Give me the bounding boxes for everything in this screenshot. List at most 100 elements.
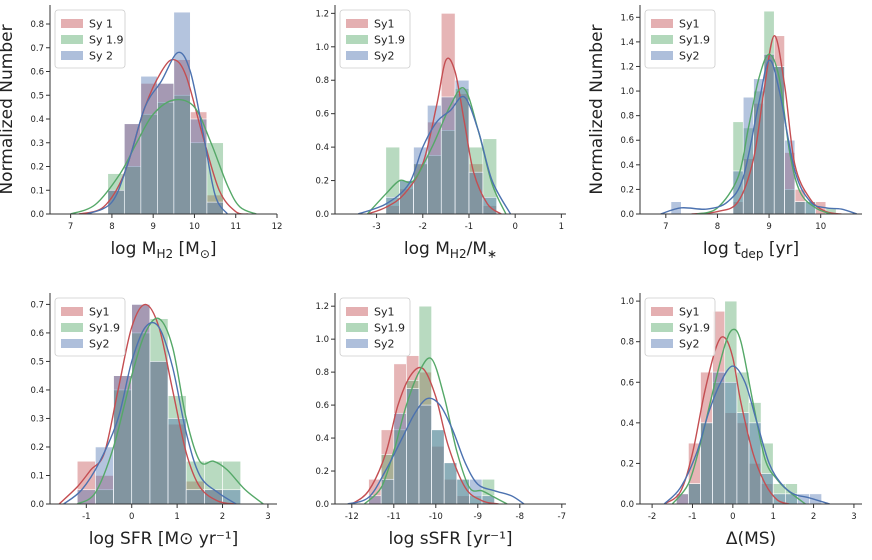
- legend-swatch: [61, 323, 83, 332]
- y-tick-label: 0.2: [315, 177, 329, 187]
- bar-3-5: [724, 381, 738, 504]
- legend-entry: Sy1.9: [679, 34, 710, 47]
- x-tick-label: 1: [559, 222, 564, 232]
- x-tick-label: -8: [516, 512, 524, 522]
- x-tick-label: 2: [811, 512, 816, 522]
- y-tick-label: 0.4: [620, 161, 634, 171]
- kde-curves: [660, 35, 858, 214]
- y-tick-label: 0.8: [315, 76, 329, 86]
- y-tick-label: 0.0: [620, 210, 634, 220]
- kde-line-2: [671, 328, 806, 504]
- x-tick-label: 1: [174, 512, 179, 522]
- kde-line-3: [660, 59, 858, 214]
- bar-3-7: [185, 489, 205, 504]
- x-axis-label: log MH2​ [M⊙​]: [110, 239, 216, 261]
- legend: Sy1 Sy1.9 Sy2: [644, 9, 716, 69]
- y-tick-label: 0.3: [30, 414, 44, 424]
- x-tick-label: 7: [68, 222, 73, 232]
- x-axis-label: log tdep​ [yr]: [703, 239, 799, 261]
- bar-3-7: [206, 201, 224, 214]
- y-tick-label: 0.0: [620, 500, 634, 510]
- legend-entry: Sy 1: [89, 18, 113, 31]
- x-tick-label: 1: [770, 512, 775, 522]
- kde-curves: [70, 51, 257, 214]
- kde-curves: [357, 57, 512, 214]
- legend-entry: Sy2: [374, 50, 395, 63]
- y-tick-label: 0.2: [620, 185, 634, 195]
- histogram-bars: [368, 305, 495, 504]
- legend-entry: Sy2: [89, 338, 110, 351]
- x-tick-label: -2: [419, 222, 427, 232]
- panel-4: 0.0 0.1 0.2 0.3 0.4 0.5 0.6 0.7 -1 0 1 2 3 log SFR [M…: [30, 293, 277, 549]
- x-tick-label: -2: [648, 512, 656, 522]
- histogram-bars: [76, 304, 241, 504]
- x-tick-label: 11: [230, 222, 241, 232]
- y-tick-label: 1.2: [620, 62, 634, 72]
- x-tick-label: 8: [715, 222, 720, 232]
- y-tick-label: 0.7: [30, 44, 44, 54]
- x-tick-label: 3: [851, 512, 856, 522]
- x-tick-label: -7: [558, 512, 566, 522]
- legend-swatch: [651, 35, 673, 44]
- legend-swatch: [346, 323, 368, 332]
- legend-entry: Sy1: [89, 306, 110, 319]
- y-tick-label: 0.6: [620, 136, 634, 146]
- legend-swatch: [651, 19, 673, 28]
- bar-3-4: [712, 371, 726, 504]
- panel-3: 0.0 0.2 0.4 0.6 0.8 1.0 1.2 1.4 1.6 7 8 9 10 log tdep…: [587, 5, 862, 261]
- kde-line-3: [86, 51, 229, 214]
- y-tick-label: 1.0: [315, 43, 329, 53]
- x-tick-label: 0: [512, 222, 517, 232]
- legend-entry: Sy1.9: [679, 322, 710, 335]
- x-tick-label: 9: [150, 222, 155, 232]
- x-tick-label: 0: [129, 512, 134, 522]
- legend-entry: Sy1: [374, 306, 395, 319]
- legend: Sy1 Sy1.9 Sy2: [339, 9, 411, 69]
- legend-entry: Sy1: [679, 18, 700, 31]
- y-tick-label: 0.0: [315, 500, 329, 510]
- y-tick-label: 0.1: [30, 471, 44, 481]
- legend-box: [644, 297, 716, 357]
- legend-entry: Sy1.9: [89, 322, 120, 335]
- legend-swatch: [346, 35, 368, 44]
- kde-line-2: [363, 357, 508, 504]
- y-tick-label: 0.8: [30, 20, 44, 30]
- legend-box: [644, 9, 716, 69]
- y-tick-label: 0.6: [30, 329, 44, 339]
- bar-3-5: [149, 361, 169, 504]
- y-tick-label: 0.3: [30, 139, 44, 149]
- x-tick-label: 0: [730, 512, 735, 522]
- y-tick-label: 0.7: [30, 300, 44, 310]
- panel-2: 0.0 0.2 0.4 0.6 0.8 1.0 1.2 -3 -2 -1 0 1 log MH2​/M∗…: [315, 5, 566, 261]
- y-tick-label: 0.6: [620, 378, 634, 388]
- x-tick-label: -11: [387, 512, 401, 522]
- kde-curves: [663, 328, 830, 504]
- legend-swatch: [346, 51, 368, 60]
- y-tick-label: 0.6: [315, 110, 329, 120]
- kde-line-1: [367, 57, 502, 214]
- legend: Sy1 Sy1.9 Sy2: [339, 297, 411, 357]
- x-axis-label: log SFR [M⊙ yr⁻¹]: [89, 529, 239, 549]
- legend-entry: Sy1.9: [374, 322, 405, 335]
- y-axis-label: Normalized Number: [0, 24, 17, 194]
- kde-line-2: [696, 53, 832, 214]
- x-tick-label: 10: [189, 222, 200, 232]
- x-tick-label: 7: [663, 222, 668, 232]
- histogram-bars: [107, 11, 224, 214]
- x-tick-label: 12: [272, 222, 283, 232]
- kde-line-3: [347, 397, 525, 504]
- x-tick-label: -1: [82, 512, 90, 522]
- y-tick-label: 0.1: [30, 186, 44, 196]
- x-tick-label: 3: [265, 512, 270, 522]
- bar-3-9: [794, 201, 806, 214]
- bar-3-6: [167, 418, 187, 504]
- bar-3-5: [440, 96, 456, 214]
- kde-line-1: [78, 58, 249, 214]
- x-tick-label: -3: [372, 222, 380, 232]
- legend-entry: Sy1: [374, 18, 395, 31]
- kde-line-1: [351, 366, 499, 504]
- y-tick-label: 1.4: [620, 38, 634, 48]
- legend-swatch: [346, 19, 368, 28]
- bar-2-9: [222, 460, 241, 504]
